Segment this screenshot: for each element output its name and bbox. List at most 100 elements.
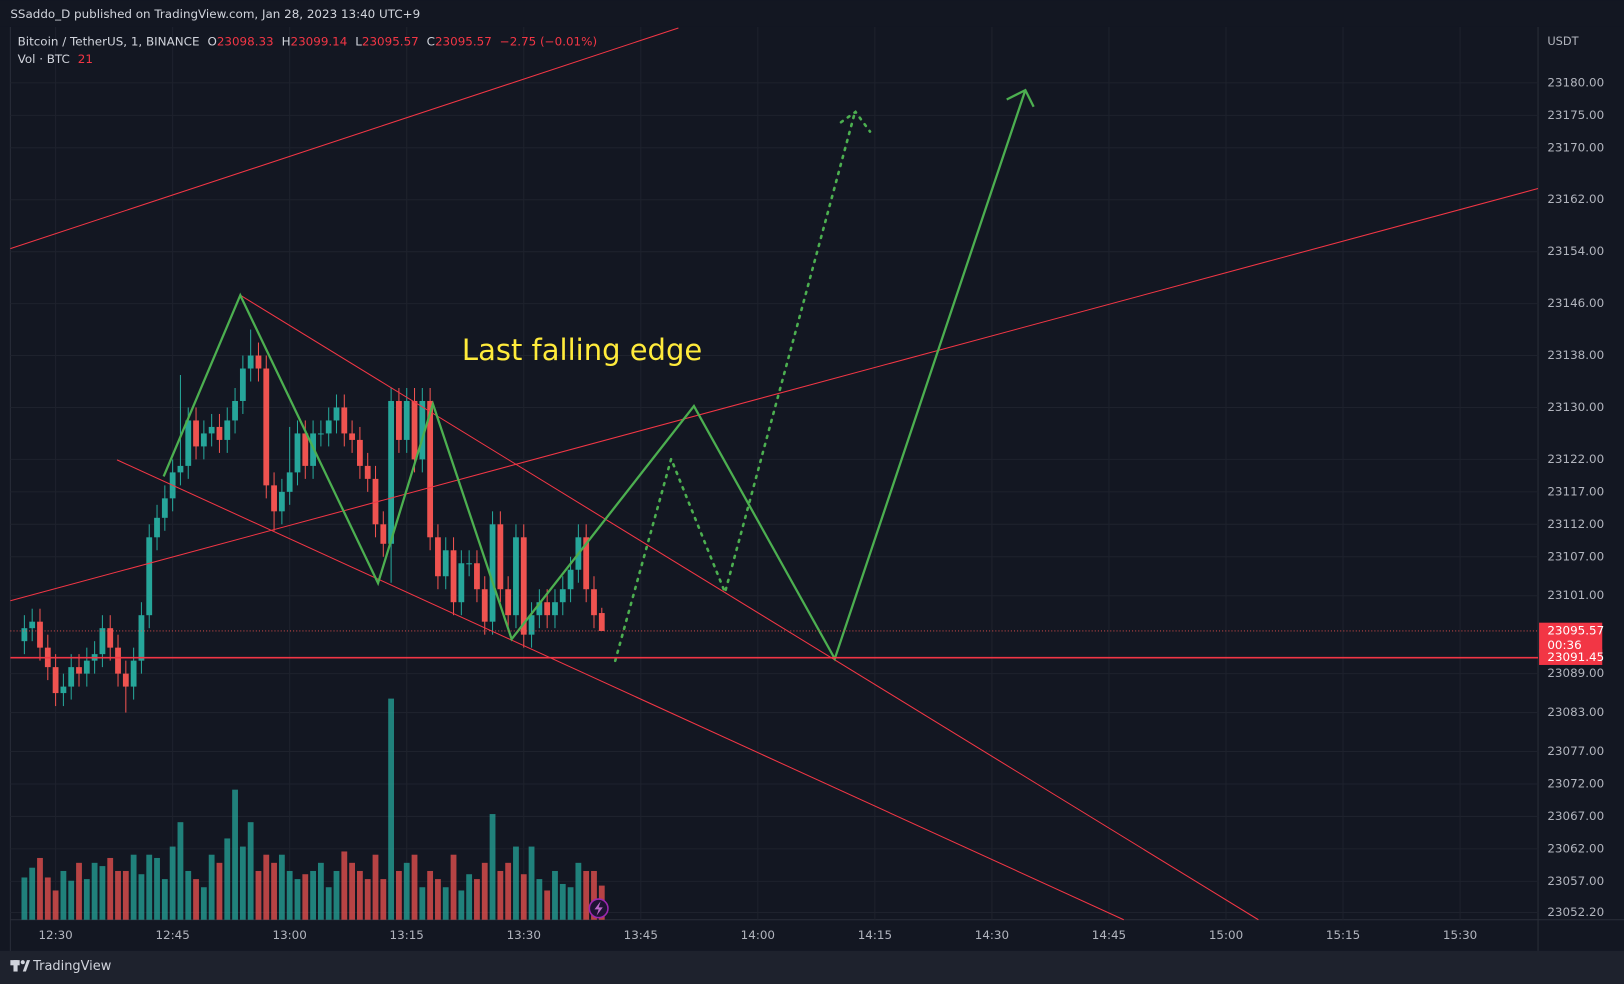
x-tick-label: 14:30 — [975, 928, 1009, 942]
candle-body — [419, 400, 426, 460]
y-tick-label: 23089.00 — [1547, 666, 1604, 680]
volume-legend: Vol · BTC 21 — [18, 52, 93, 66]
annotation: Last falling edge — [462, 333, 702, 367]
candle-body — [239, 368, 246, 401]
volume-bar — [83, 879, 90, 920]
volume-bar — [37, 857, 43, 920]
volume-bar — [60, 870, 67, 920]
y-tick-label: 23052.20 — [1547, 905, 1604, 919]
candle-body — [263, 368, 270, 486]
hline-tag-label: 23091.45 — [1547, 650, 1604, 664]
volume-bar — [591, 870, 597, 920]
volume-bar — [76, 862, 82, 920]
candle-body — [122, 673, 129, 687]
volume-bar — [497, 870, 504, 920]
volume-bar — [169, 846, 176, 920]
candle-body — [583, 537, 590, 590]
x-tick-label: 14:00 — [741, 928, 775, 942]
candle-body — [271, 485, 277, 512]
header-bar — [0, 0, 1624, 27]
volume-value: 21 — [78, 52, 93, 66]
candle-body — [52, 667, 59, 694]
y-tick-label: 23180.00 — [1547, 75, 1604, 89]
volume-bar — [403, 862, 410, 920]
candle-body — [458, 563, 465, 603]
candle-body — [286, 472, 293, 492]
volume-bar — [349, 862, 356, 920]
y-tick-label: 23170.00 — [1547, 140, 1604, 154]
candle-body — [505, 589, 512, 616]
candle-body — [302, 433, 309, 466]
volume-bar — [154, 857, 160, 920]
volume-bar — [107, 857, 114, 920]
overlay: 23180.00 23175.00 23170.00 23162.00 23154.00… — [10, 75, 1604, 942]
y-tick-label: 23077.00 — [1547, 744, 1604, 758]
arrow-head — [839, 110, 872, 133]
volume-bar — [419, 887, 426, 920]
volume-bar — [575, 862, 582, 920]
volume-bar — [442, 887, 449, 920]
volume-bar — [271, 862, 277, 920]
volume-bar — [294, 879, 301, 920]
zigzag-path — [162, 89, 1027, 662]
candle-body — [349, 433, 356, 440]
x-tick-label: 12:30 — [38, 928, 72, 942]
last-price-tag — [1539, 622, 1603, 653]
footer-logo — [10, 960, 31, 972]
candle-body — [216, 426, 223, 440]
currency: USDT — [1547, 34, 1578, 48]
candle-body — [450, 550, 457, 603]
candle-body — [115, 647, 121, 674]
y-tick-label: 23175.00 — [1547, 108, 1604, 122]
volume-bar — [435, 879, 441, 920]
candle-body — [442, 550, 449, 577]
low-value: 23095.57 — [362, 34, 419, 48]
volume-bar — [450, 854, 457, 920]
volume-bar — [255, 870, 262, 920]
candle-body — [364, 465, 371, 479]
volume-bar — [99, 866, 106, 920]
candle-body — [591, 589, 597, 616]
volume-bar — [44, 877, 51, 920]
volume-bar — [193, 879, 199, 920]
volume-bar — [52, 890, 59, 920]
legend-label: H — [282, 34, 291, 48]
candle-body — [29, 621, 36, 629]
candle-body — [435, 537, 441, 577]
candle-body — [341, 407, 348, 434]
candle-body — [107, 628, 114, 648]
candle-body — [130, 660, 137, 687]
y-tick-label: 23072.00 — [1547, 776, 1604, 790]
volume-bar — [278, 854, 285, 920]
volume-bar — [302, 874, 309, 920]
x-tick-label: 15:00 — [1209, 928, 1243, 942]
hline-tag — [1539, 649, 1603, 665]
volume-bar — [489, 814, 496, 920]
y-tick-label: 23122.00 — [1547, 452, 1604, 466]
volume-bar — [357, 870, 363, 920]
volume-bar — [247, 822, 254, 920]
volume-bar — [364, 879, 371, 920]
footer-bar — [0, 950, 1624, 984]
candle-body — [536, 602, 543, 616]
volume-bar — [520, 874, 527, 920]
candle-body — [185, 420, 192, 466]
trend-line — [116, 459, 1124, 921]
volume-bar — [91, 862, 98, 920]
y-tick-label: 23112.00 — [1547, 517, 1604, 531]
candle-body — [481, 589, 488, 622]
volume-bar — [130, 854, 137, 920]
volume-bar — [177, 822, 184, 920]
candle-body — [21, 628, 28, 642]
candle-body — [544, 602, 551, 616]
candle-body — [317, 433, 324, 435]
candle-body — [403, 400, 410, 440]
candle-body — [60, 686, 67, 694]
candle-body — [411, 400, 418, 460]
candle-body — [427, 400, 434, 538]
candle-body — [177, 465, 184, 473]
volume-bar — [333, 870, 340, 920]
trend-line — [10, 27, 679, 250]
y-tick-label: 23107.00 — [1547, 549, 1604, 563]
